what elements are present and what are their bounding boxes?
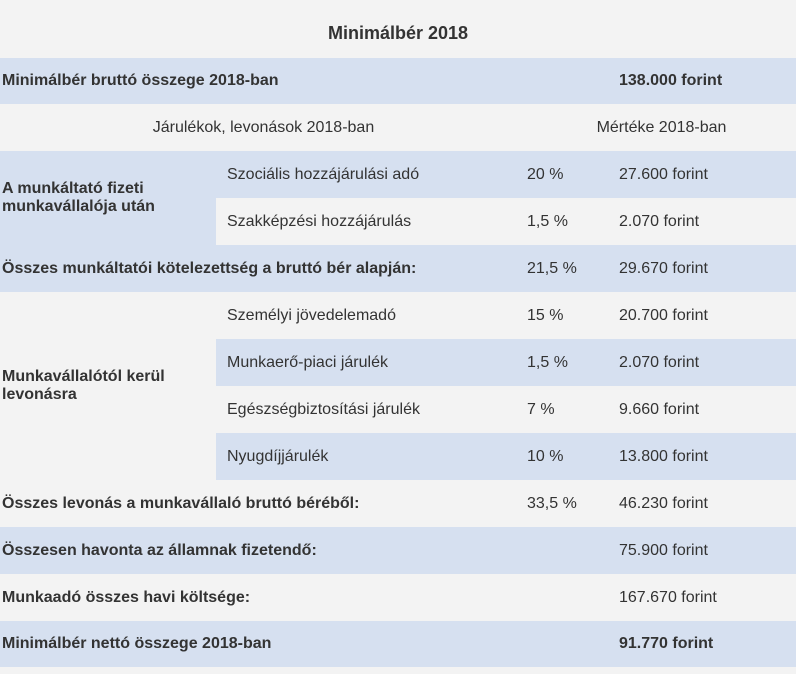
net-value: 91.770 forint [619, 635, 714, 652]
employee-item-rate: 10 % [527, 433, 619, 480]
employee-item-rate: 7 % [527, 386, 619, 433]
employer-cost-row: Munkaadó összes havi költsége: 167.670 f… [0, 574, 796, 621]
employer-total-row: Összes munkáltatói kötelezettség a brutt… [0, 245, 796, 292]
employer-item-amount: 2.070 forint [619, 198, 796, 245]
employer-group-label: A munkáltató fizeti munkavállalója után [0, 151, 216, 245]
employee-item-row: Nyugdíjjárulék 10 % 13.800 forint [0, 433, 796, 480]
state-total-amount: 75.900 forint [619, 541, 708, 559]
employer-total-rate: 21,5 % [527, 259, 577, 277]
employer-total-label: Összes munkáltatói kötelezettség a brutt… [2, 259, 417, 277]
employee-total-label: Összes levonás a munkavállaló bruttó bér… [2, 494, 360, 512]
employee-item-row: Egészségbiztosítási járulék 7 % 9.660 fo… [0, 386, 796, 433]
employee-item-rate: 15 % [527, 292, 619, 339]
employer-cost-label: Munkaadó összes havi költsége: [2, 588, 251, 606]
caption-row: Minimálbér 2018 [0, 0, 796, 58]
table-caption: Minimálbér 2018 [0, 0, 796, 58]
employer-total-amount: 29.670 forint [619, 259, 708, 277]
state-total-label: Összesen havonta az államnak fizetendő: [2, 541, 317, 559]
gross-value: 138.000 forint [619, 72, 723, 89]
employee-item-name: Egészségbiztosítási járulék [216, 386, 527, 433]
employee-total-amount: 46.230 forint [619, 494, 708, 512]
employee-item-amount: 20.700 forint [619, 292, 796, 339]
employee-item-row: Munkaerő-piaci járulék 1,5 % 2.070 forin… [0, 339, 796, 386]
employee-item-amount: 2.070 forint [619, 339, 796, 386]
net-row: Minimálbér nettó összege 2018-ban 91.770… [0, 621, 796, 667]
employee-item-name: Nyugdíjjárulék [216, 433, 527, 480]
employee-item-amount: 9.660 forint [619, 386, 796, 433]
net-label: Minimálbér nettó összege 2018-ban [2, 635, 272, 652]
employee-item-name: Személyi jövedelemadó [216, 292, 527, 339]
state-total-row: Összesen havonta az államnak fizetendő: … [0, 527, 796, 574]
employer-item-row: A munkáltató fizeti munkavállalója után … [0, 151, 796, 245]
gross-row: Minimálbér bruttó összege 2018-ban 138.0… [0, 58, 796, 104]
employer-item-row: Szakképzési hozzájárulás 1,5 % 2.070 for… [0, 198, 796, 245]
employer-cost-amount: 167.670 forint [619, 588, 717, 606]
employer-item-name: Szakképzési hozzájárulás [216, 198, 527, 245]
employer-item-rate: 1,5 % [527, 198, 619, 245]
employee-item-rate: 1,5 % [527, 339, 619, 386]
employee-total-rate: 33,5 % [527, 494, 577, 512]
employee-item-name: Munkaerő-piaci járulék [216, 339, 527, 386]
header-row: Járulékok, levonások 2018-ban Mértéke 20… [0, 104, 796, 151]
employer-item-amount: 27.600 forint [619, 151, 796, 198]
gross-label: Minimálbér bruttó összege 2018-ban [2, 72, 279, 89]
employee-group-label: Munkavállalótól kerül levonásra [0, 292, 216, 480]
employer-item-name: Szociális hozzájárulási adó [216, 151, 527, 198]
header-right: Mértéke 2018-ban [596, 118, 727, 136]
employer-item-rate: 20 % [527, 151, 619, 198]
employee-item-amount: 13.800 forint [619, 433, 796, 480]
header-left: Járulékok, levonások 2018-ban [152, 118, 375, 136]
employee-item-row: Munkavállalótól kerül levonásra Személyi… [0, 292, 796, 480]
employee-total-row: Összes levonás a munkavállaló bruttó bér… [0, 480, 796, 527]
